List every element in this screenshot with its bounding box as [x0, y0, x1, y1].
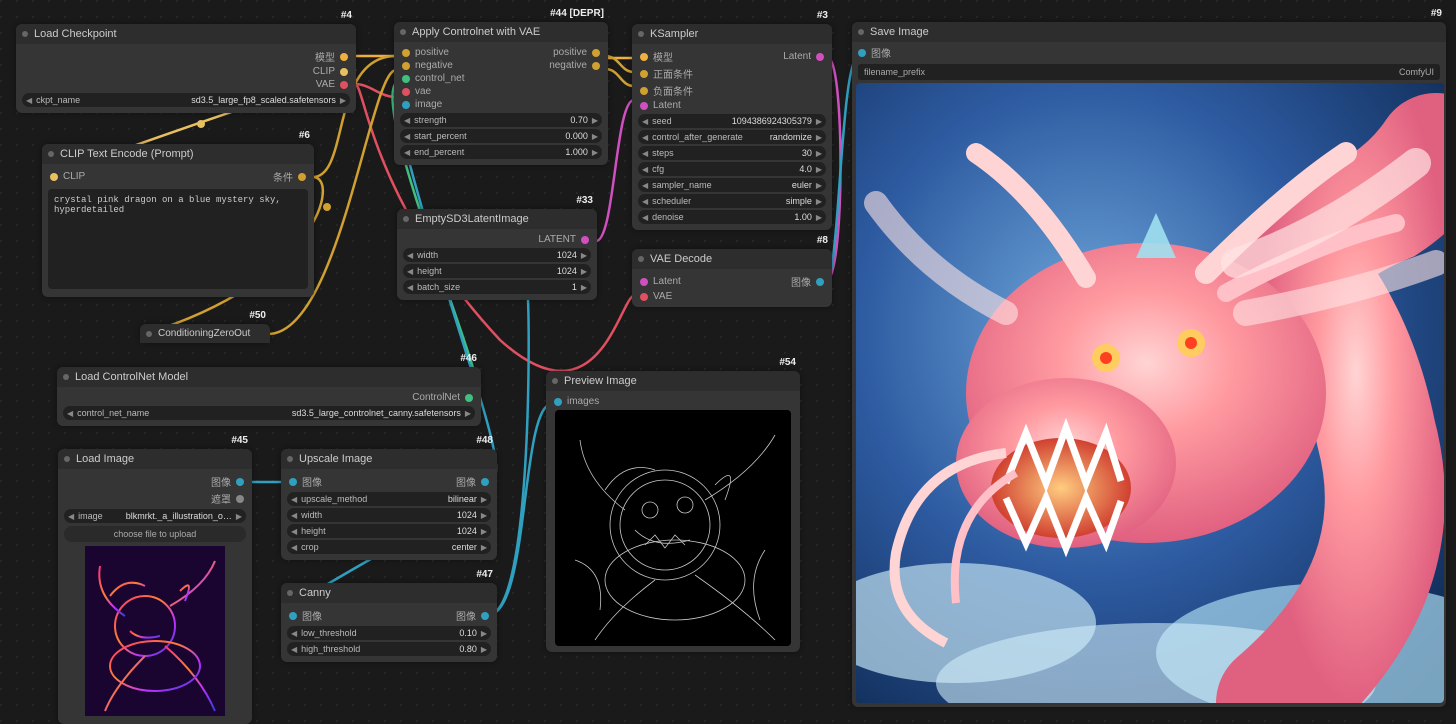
node-load-checkpoint[interactable]: #4 Load Checkpoint 模型 CLIP VAE ◀ ckpt_na…	[16, 24, 356, 113]
node-id: #45	[231, 435, 248, 446]
filename-prefix-field[interactable]: filename_prefix ComfyUI	[858, 64, 1440, 80]
sampler-widget[interactable]: ◀sampler_nameeuler▶	[638, 178, 826, 192]
cfg-widget[interactable]: ◀cfg4.0▶	[638, 162, 826, 176]
node-title[interactable]: Canny	[281, 583, 497, 603]
port-image-in: 图像	[302, 608, 322, 623]
batchsize-widget[interactable]: ◀batch_size1▶	[403, 280, 591, 294]
prompt-textarea[interactable]: crystal pink dragon on a blue mystery sk…	[48, 189, 308, 289]
upscale-height-widget[interactable]: ◀height1024▶	[287, 524, 491, 538]
node-empty-latent[interactable]: #33 EmptySD3LatentImage LATENT ◀width102…	[397, 209, 597, 300]
node-conditioning-zero-out[interactable]: #50 ConditioningZeroOut	[140, 324, 270, 343]
node-id: #9	[1431, 8, 1442, 19]
port-vae-in: vae	[415, 86, 431, 97]
node-vae-decode[interactable]: #8 VAE Decode Latent图像 VAE	[632, 249, 832, 307]
upscale-method-widget[interactable]: ◀upscale_methodbilinear▶	[287, 492, 491, 506]
port-negative-in: negative	[415, 60, 453, 71]
node-id: #8	[817, 235, 828, 246]
node-title[interactable]: Apply Controlnet with VAE	[394, 22, 608, 42]
node-title[interactable]: EmptySD3LatentImage	[397, 209, 597, 229]
node-clip-text-encode[interactable]: #6 CLIP Text Encode (Prompt) CLIP 条件 cry…	[42, 144, 314, 297]
port-image-in: 图像	[871, 45, 891, 60]
node-id: #4	[341, 10, 352, 21]
ctrlafter-widget[interactable]: ◀control_after_generaterandomize▶	[638, 130, 826, 144]
seed-widget[interactable]: ◀seed1094386924305379▶	[638, 114, 826, 128]
node-title[interactable]: CLIP Text Encode (Prompt)	[42, 144, 314, 164]
node-id: #3	[817, 10, 828, 21]
node-id: #54	[779, 357, 796, 368]
node-canny[interactable]: #47 Canny 图像图像 ◀low_threshold0.10▶ ◀high…	[281, 583, 497, 662]
node-preview-image[interactable]: #54 Preview Image images	[546, 371, 800, 652]
node-title[interactable]: Load Checkpoint	[16, 24, 356, 44]
cn-name-widget[interactable]: ◀control_net_namesd3.5_large_controlnet_…	[63, 406, 475, 420]
node-ksampler[interactable]: #3 KSampler 模型Latent 正面条件 负面条件 Latent ◀s…	[632, 24, 832, 230]
node-id: #48	[476, 435, 493, 446]
node-id: #33	[576, 195, 593, 206]
port-controlnet-out: ControlNet	[412, 392, 460, 403]
node-id: #47	[476, 569, 493, 580]
steps-widget[interactable]: ◀steps30▶	[638, 146, 826, 160]
port-positive-out: positive	[553, 47, 587, 58]
port-mask-out: 遮罩	[211, 491, 231, 506]
port-image-out: 图像	[456, 608, 476, 623]
port-image-in: 图像	[302, 474, 322, 489]
strength-widget[interactable]: ◀strength0.70▶	[400, 113, 602, 127]
node-title[interactable]: Load ControlNet Model	[57, 367, 481, 387]
port-image-in: image	[415, 99, 442, 110]
node-upscale-image[interactable]: #48 Upscale Image 图像图像 ◀upscale_methodbi…	[281, 449, 497, 560]
arrow-right-icon[interactable]: ▶	[340, 96, 346, 105]
node-id: #50	[249, 310, 266, 321]
port-latent-out: Latent	[783, 51, 811, 62]
node-load-controlnet[interactable]: #46 Load ControlNet Model ControlNet ◀co…	[57, 367, 481, 426]
port-latent-in: Latent	[653, 100, 681, 111]
node-save-image[interactable]: #9 Save Image 图像 filename_prefix ComfyUI	[852, 22, 1446, 707]
port-images-in: images	[567, 396, 599, 407]
port-positive-in: positive	[415, 47, 449, 58]
high-thresh-widget[interactable]: ◀high_threshold0.80▶	[287, 642, 491, 656]
ckpt-name-widget[interactable]: ◀ ckpt_name sd3.5_large_fp8_scaled.safet…	[22, 93, 350, 107]
low-thresh-widget[interactable]: ◀low_threshold0.10▶	[287, 626, 491, 640]
port-pos-in: 正面条件	[653, 66, 693, 81]
node-title[interactable]: Upscale Image	[281, 449, 497, 469]
canny-preview	[555, 410, 791, 646]
node-title[interactable]: ConditioningZeroOut	[140, 324, 270, 343]
image-file-widget[interactable]: ◀imageblkmrkt._a_illustration_o…▶	[64, 509, 246, 523]
denoise-widget[interactable]: ◀denoise1.00▶	[638, 210, 826, 224]
node-id: #44 [DEPR]	[550, 8, 604, 19]
port-image-out: 图像	[211, 474, 231, 489]
port-model-out: 模型	[315, 49, 335, 64]
node-title[interactable]: KSampler	[632, 24, 832, 44]
node-title[interactable]: Preview Image	[546, 371, 800, 391]
port-image-out: 图像	[791, 274, 811, 289]
port-controlnet-in: control_net	[415, 73, 464, 84]
scheduler-widget[interactable]: ◀schedulersimple▶	[638, 194, 826, 208]
output-image	[856, 83, 1444, 703]
port-latent-in: Latent	[653, 276, 681, 287]
height-widget[interactable]: ◀height1024▶	[403, 264, 591, 278]
node-title[interactable]: VAE Decode	[632, 249, 832, 269]
node-load-image[interactable]: #45 Load Image 图像 遮罩 ◀imageblkmrkt._a_il…	[58, 449, 252, 724]
port-cond-out: 条件	[273, 169, 293, 184]
port-latent-out: LATENT	[538, 234, 576, 245]
port-vae-out: VAE	[316, 79, 335, 90]
port-model-in: 模型	[653, 49, 673, 64]
upscale-width-widget[interactable]: ◀width1024▶	[287, 508, 491, 522]
node-id: #6	[299, 130, 310, 141]
node-apply-controlnet[interactable]: #44 [DEPR] Apply Controlnet with VAE pos…	[394, 22, 608, 165]
loaded-image-thumbnail	[85, 546, 225, 716]
upload-button[interactable]: choose file to upload	[64, 526, 246, 542]
upscale-crop-widget[interactable]: ◀cropcenter▶	[287, 540, 491, 554]
port-neg-in: 负面条件	[653, 83, 693, 98]
port-clip-in: CLIP	[63, 171, 85, 182]
end-percent-widget[interactable]: ◀end_percent1.000▶	[400, 145, 602, 159]
port-image-out: 图像	[456, 474, 476, 489]
port-negative-out: negative	[549, 60, 587, 71]
port-vae-in: VAE	[653, 291, 672, 302]
node-id: #46	[460, 353, 477, 364]
node-title[interactable]: Load Image	[58, 449, 252, 469]
start-percent-widget[interactable]: ◀start_percent0.000▶	[400, 129, 602, 143]
port-clip-out: CLIP	[313, 66, 335, 77]
width-widget[interactable]: ◀width1024▶	[403, 248, 591, 262]
node-title[interactable]: Save Image	[852, 22, 1446, 42]
